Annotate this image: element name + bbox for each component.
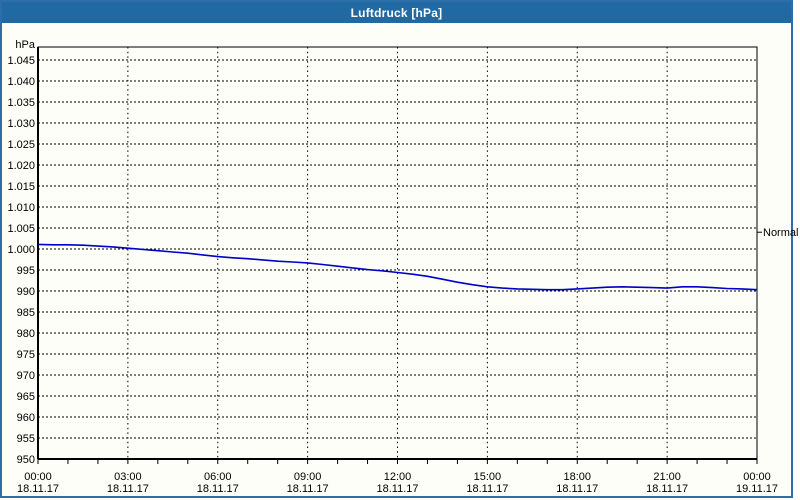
chart-title: Luftdruck [hPa] [350,5,443,20]
y-tick-label: 990 [17,286,35,298]
y-tick-label: 955 [17,433,35,445]
y-tick-label: 1.045 [7,55,35,67]
normal-label: Normal [763,227,798,239]
x-tick-date: 18.11.17 [287,483,329,495]
x-tick-time: 09:00 [294,471,322,483]
x-tick-date: 18.11.17 [376,483,418,495]
y-tick-label: 985 [17,307,35,319]
y-tick-label: 1.040 [7,76,35,88]
x-tick-time: 00:00 [743,471,771,483]
x-tick-date: 18.11.17 [107,483,149,495]
chart-title-bar: Luftdruck [hPa] [2,2,791,23]
y-tick-label: 1.035 [7,97,35,109]
y-tick-label: 1.010 [7,202,35,214]
y-tick-label: 965 [17,391,35,403]
x-tick-date: 18.11.17 [646,483,688,495]
x-tick-date: 18.11.17 [466,483,508,495]
y-tick-label: 1.015 [7,181,35,193]
y-tick-label: 1.030 [7,118,35,130]
x-tick-date: 18.11.17 [556,483,598,495]
x-tick-date: 18.11.17 [197,483,239,495]
x-tick-time: 03:00 [114,471,142,483]
y-tick-label: 980 [17,328,35,340]
y-tick-label: 995 [17,265,35,277]
x-tick-time: 12:00 [384,471,412,483]
x-tick-date: 18.11.17 [17,483,59,495]
x-tick-time: 21:00 [653,471,681,483]
x-tick-date: 19.11.17 [736,483,778,495]
y-tick-label: 1.020 [7,160,35,172]
y-tick-label: 970 [17,370,35,382]
y-tick-label: 1.005 [7,223,35,235]
y-tick-label: 1.000 [7,244,35,256]
x-tick-time: 15:00 [474,471,502,483]
y-tick-label: 1.025 [7,139,35,151]
x-tick-time: 18:00 [563,471,591,483]
x-tick-time: 00:00 [24,471,52,483]
pressure-series-line [37,243,758,291]
y-tick-label: 960 [17,412,35,424]
y-tick-label: 975 [17,349,35,361]
y-tick-label: 950 [17,454,35,466]
x-tick-time: 06:00 [204,471,232,483]
y-axis-unit-label: hPa [15,39,35,51]
